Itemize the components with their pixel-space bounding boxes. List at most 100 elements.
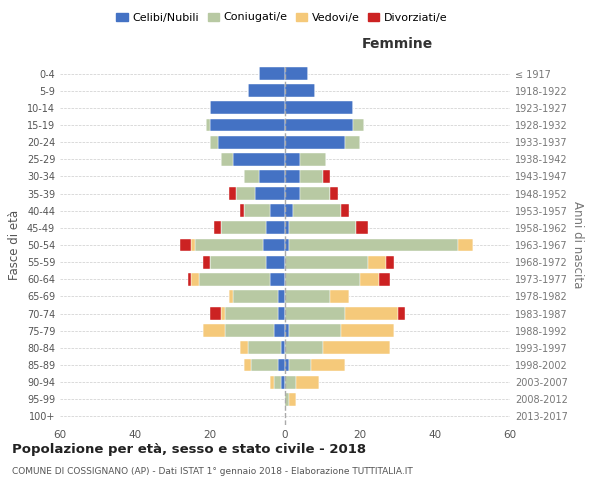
Text: Femmine: Femmine (362, 36, 433, 51)
Bar (233, 153, 285, 166)
Bar (221, 153, 233, 166)
Bar (289, 358, 311, 372)
Bar (274, 324, 285, 337)
Bar (367, 256, 386, 268)
Bar (259, 170, 285, 183)
Bar (244, 358, 251, 372)
Bar (353, 118, 364, 132)
Bar (270, 376, 274, 388)
Bar (266, 222, 285, 234)
Bar (285, 376, 296, 388)
Bar (203, 256, 210, 268)
Bar (296, 376, 319, 388)
Bar (270, 273, 285, 285)
Bar (195, 238, 263, 252)
Bar (191, 273, 199, 285)
Bar (277, 358, 285, 372)
Text: Popolazione per età, sesso e stato civile - 2018: Popolazione per età, sesso e stato civil… (12, 442, 366, 456)
Bar (187, 273, 191, 285)
Bar (210, 256, 266, 268)
Legend: Celibi/Nubili, Coniugati/e, Vedovi/e, Divorziati/e: Celibi/Nubili, Coniugati/e, Vedovi/e, Di… (112, 8, 452, 27)
Bar (356, 222, 367, 234)
Bar (285, 324, 289, 337)
Bar (300, 187, 330, 200)
Bar (251, 358, 277, 372)
Bar (285, 222, 289, 234)
Bar (210, 118, 285, 132)
Bar (285, 204, 293, 217)
Bar (281, 342, 285, 354)
Bar (221, 307, 225, 320)
Bar (180, 238, 191, 252)
Bar (289, 393, 296, 406)
Bar (225, 307, 277, 320)
Bar (233, 290, 277, 303)
Bar (221, 222, 266, 234)
Bar (345, 136, 360, 148)
Bar (229, 290, 233, 303)
Bar (266, 256, 285, 268)
Bar (244, 170, 259, 183)
Bar (210, 307, 221, 320)
Bar (277, 290, 285, 303)
Bar (199, 273, 270, 285)
Bar (300, 170, 323, 183)
Bar (285, 153, 300, 166)
Y-axis label: Anni di nascita: Anni di nascita (571, 202, 584, 288)
Bar (214, 222, 221, 234)
Bar (285, 290, 330, 303)
Bar (285, 84, 315, 97)
Bar (285, 170, 300, 183)
Bar (285, 342, 323, 354)
Bar (206, 118, 210, 132)
Bar (360, 273, 379, 285)
Bar (285, 67, 308, 80)
Bar (311, 358, 345, 372)
Bar (236, 187, 255, 200)
Bar (248, 342, 281, 354)
Bar (281, 376, 285, 388)
Bar (323, 170, 330, 183)
Bar (259, 67, 285, 80)
Bar (285, 187, 300, 200)
Bar (285, 307, 345, 320)
Bar (379, 273, 390, 285)
Bar (210, 136, 218, 148)
Bar (341, 324, 394, 337)
Y-axis label: Fasce di età: Fasce di età (8, 210, 21, 280)
Bar (386, 256, 394, 268)
Bar (458, 238, 473, 252)
Bar (218, 136, 285, 148)
Bar (191, 238, 195, 252)
Bar (277, 307, 285, 320)
Bar (289, 324, 341, 337)
Text: COMUNE DI COSSIGNANO (AP) - Dati ISTAT 1° gennaio 2018 - Elaborazione TUTTITALIA: COMUNE DI COSSIGNANO (AP) - Dati ISTAT 1… (12, 468, 413, 476)
Bar (285, 393, 289, 406)
Bar (244, 204, 270, 217)
Bar (240, 342, 248, 354)
Bar (210, 102, 285, 114)
Bar (285, 118, 353, 132)
Bar (330, 187, 337, 200)
Bar (289, 238, 458, 252)
Bar (263, 238, 285, 252)
Bar (240, 204, 244, 217)
Bar (300, 153, 326, 166)
Bar (285, 256, 367, 268)
Bar (398, 307, 405, 320)
Bar (270, 204, 285, 217)
Bar (255, 187, 285, 200)
Bar (225, 324, 274, 337)
Bar (293, 204, 341, 217)
Bar (323, 342, 390, 354)
Bar (285, 136, 345, 148)
Bar (345, 307, 398, 320)
Bar (285, 273, 360, 285)
Bar (330, 290, 349, 303)
Bar (285, 358, 289, 372)
Bar (285, 102, 353, 114)
Bar (341, 204, 349, 217)
Bar (229, 187, 236, 200)
Bar (289, 222, 356, 234)
Bar (248, 84, 285, 97)
